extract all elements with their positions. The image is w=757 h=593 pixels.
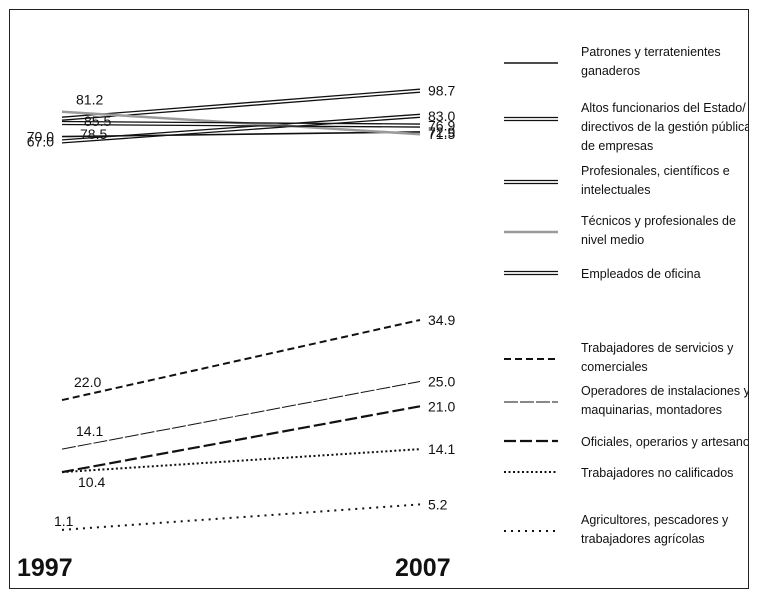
x-label-start: 1997	[17, 554, 73, 582]
legend-label-altos-funcionarios-del-estado-directivos: Altos funcionarios del Estado/	[581, 101, 746, 115]
series-line-profesionales-cientificos-e-intelectuale	[61, 113, 421, 141]
x-label-end: 2007	[395, 554, 451, 582]
start-label-oficiales-operarios-y-artesanos: 10.4	[78, 474, 105, 490]
series-line-altos-funcionarios-del-estado-directivos	[61, 88, 421, 118]
start-label-agricultores-pescadores-y-trabajadores-a: 1.1	[54, 513, 74, 529]
series-line-trabajadores-de-servicios-y-comerciales	[61, 318, 421, 402]
legend-label-empleados-de-oficina: Empleados de oficina	[581, 267, 701, 281]
legend-label-profesionales-cientificos-e-intelectuale: intelectuales	[581, 183, 651, 197]
start-label-trabajadores-de-servicios-y-comerciales: 22.0	[74, 374, 101, 390]
series-line-profesionales-cientificos-e-intelectuale	[61, 116, 421, 144]
legend-label-tecnicos-y-profesionales-de-nivel-medio: Técnicos y profesionales de	[581, 214, 736, 228]
legend-label-patrones-y-terratenientes-ganaderos: ganaderos	[581, 64, 640, 78]
end-label-altos-funcionarios-del-estado-directivos: 98.7	[428, 83, 455, 99]
end-label-patrones-y-terratenientes-ganaderos: 72.9	[428, 124, 455, 140]
legend-label-trabajadores-de-servicios-y-comerciales: Trabajadores de servicios y	[581, 341, 734, 355]
legend-label-altos-funcionarios-del-estado-directivos: de empresas	[581, 139, 653, 153]
start-label-operadores-de-instalaciones-y-maquinaria: 14.1	[76, 423, 103, 439]
legend-label-tecnicos-y-profesionales-de-nivel-medio: nivel medio	[581, 233, 644, 247]
start-label-profesionales-cientificos-e-intelectuale: 67.0	[27, 133, 54, 149]
legend-label-agricultores-pescadores-y-trabajadores-a: Agricultores, pescadores y	[581, 513, 729, 527]
end-label-trabajadores-no-calificados: 14.1	[428, 441, 455, 457]
legend-label-operadores-de-instalaciones-y-maquinaria: maquinarias, montadores	[581, 403, 722, 417]
series-line-agricultores-pescadores-y-trabajadores-a	[61, 503, 421, 531]
legend-label-altos-funcionarios-del-estado-directivos: directivos de la gestión pública y	[581, 120, 748, 134]
series-line-oficiales-operarios-y-artesanos	[61, 405, 421, 474]
end-label-oficiales-operarios-y-artesanos: 21.0	[428, 398, 455, 414]
end-label-agricultores-pescadores-y-trabajadores-a: 5.2	[428, 496, 448, 512]
series-line-empleados-de-oficina	[61, 123, 421, 128]
legend-label-agricultores-pescadores-y-trabajadores-a: trabajadores agrícolas	[581, 532, 705, 546]
end-label-empleados-de-oficina: 76.9	[428, 118, 455, 134]
end-label-tecnicos-y-profesionales-de-nivel-medio: 71.5	[428, 126, 455, 142]
legend-label-patrones-y-terratenientes-ganaderos: Patrones y terratenientes	[581, 45, 721, 59]
end-label-operadores-de-instalaciones-y-maquinaria: 25.0	[428, 373, 455, 389]
legend-label-trabajadores-no-calificados: Trabajadores no calificados	[581, 466, 733, 480]
end-label-profesionales-cientificos-e-intelectuale: 83.0	[428, 108, 455, 124]
start-label-empleados-de-oficina: 78.5	[80, 126, 107, 142]
legend-label-profesionales-cientificos-e-intelectuale: Profesionales, científicos e	[581, 164, 730, 178]
series-line-empleados-de-oficina	[61, 120, 421, 125]
series-line-operadores-de-instalaciones-y-maquinaria	[61, 380, 421, 450]
start-label-altos-funcionarios-del-estado-directivos: 81.2	[76, 92, 103, 108]
end-label-trabajadores-de-servicios-y-comerciales: 34.9	[428, 312, 455, 328]
legend-label-oficiales-operarios-y-artesanos: Oficiales, operarios y artesanos	[581, 435, 748, 449]
chart-frame: 70.0 72.9 Patrones y terratenientes ganader…	[9, 9, 749, 589]
start-label-patrones-y-terratenientes-ganaderos: 70.0	[27, 129, 54, 145]
series-line-trabajadores-no-calificados	[61, 448, 421, 474]
slope-chart: 70.0 72.9 Patrones y terratenientes ganader…	[17, 45, 748, 582]
legend-label-operadores-de-instalaciones-y-maquinaria: Operadores de instalaciones y	[581, 384, 748, 398]
legend-label-trabajadores-de-servicios-y-comerciales: comerciales	[581, 360, 648, 374]
